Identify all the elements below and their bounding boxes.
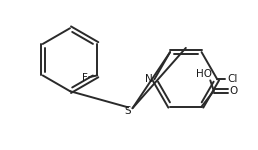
- Text: N: N: [145, 74, 153, 84]
- Text: HO: HO: [196, 69, 212, 79]
- Text: Cl: Cl: [227, 74, 237, 84]
- Text: O: O: [229, 86, 237, 96]
- Text: F: F: [82, 73, 88, 83]
- Text: S: S: [125, 106, 131, 116]
